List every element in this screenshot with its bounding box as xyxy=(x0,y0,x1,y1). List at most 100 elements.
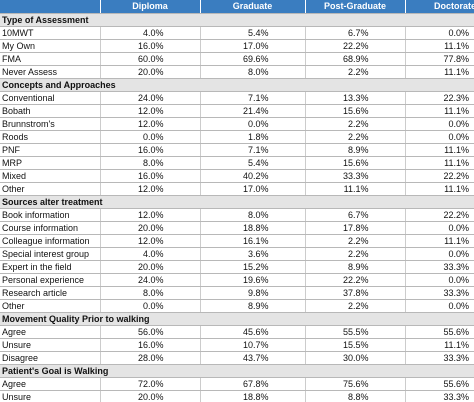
cell-value: 12.0% xyxy=(99,104,200,118)
cell-value: 0.0% xyxy=(199,117,305,131)
data-row: PNF 16.0% 7.1% 8.9% 11.1% xyxy=(0,143,474,157)
cell-value: 22.2% xyxy=(404,208,474,222)
cell-value: 22.2% xyxy=(404,169,474,183)
cell-value: 72.0% xyxy=(99,377,200,391)
cell-value: 8.0% xyxy=(199,208,305,222)
data-row: Conventional 24.0% 7.1% 13.3% 22.3% xyxy=(0,91,474,105)
cell-value: 16.0% xyxy=(99,143,200,157)
cell-value: 40.2% xyxy=(199,169,305,183)
data-row: Research article 8.0% 9.8% 37.8% 33.3% xyxy=(0,286,474,300)
cell-value: 15.5% xyxy=(304,338,405,352)
cell-value: 21.4% xyxy=(199,104,305,118)
row-label: Agree xyxy=(0,377,100,391)
cell-value: 13.3% xyxy=(304,91,405,105)
section-row: Type of Assessment xyxy=(0,13,474,27)
data-row: Bobath 12.0% 21.4% 15.6% 11.1% xyxy=(0,104,474,118)
cell-value: 0.0% xyxy=(404,299,474,313)
row-label: Other xyxy=(0,299,100,313)
cell-value: 11.1% xyxy=(404,104,474,118)
data-row: Course information 20.0% 18.8% 17.8% 0.0% xyxy=(0,221,474,235)
cell-value: 55.6% xyxy=(404,377,474,391)
cell-value: 30.0% xyxy=(304,351,405,365)
cell-value: 6.7% xyxy=(304,26,405,40)
cell-value: 2.2% xyxy=(304,299,405,313)
section-row: Movement Quality Prior to walking xyxy=(0,312,474,326)
cell-value: 18.8% xyxy=(199,390,305,402)
cell-value: 2.2% xyxy=(304,130,405,144)
cell-value: 55.6% xyxy=(404,325,474,339)
cell-value: 10.7% xyxy=(199,338,305,352)
cell-value: 24.0% xyxy=(99,273,200,287)
data-row: Unsure 20.0% 18.8% 8.8% 33.3% xyxy=(0,390,474,402)
cell-value: 16.0% xyxy=(99,338,200,352)
cell-value: 6.7% xyxy=(304,208,405,222)
data-row: Colleague information 12.0% 16.1% 2.2% 11.1% xyxy=(0,234,474,248)
column-header: Doctorate xyxy=(405,0,474,14)
data-row: My Own 16.0% 17.0% 22.2% 11.1% xyxy=(0,39,474,53)
row-label: Special interest group xyxy=(0,247,100,261)
section-title: Movement Quality Prior to walking xyxy=(0,312,474,326)
cell-value: 7.1% xyxy=(199,143,305,157)
cell-value: 22.3% xyxy=(404,91,474,105)
section-title: Type of Assessment xyxy=(0,13,474,27)
section-title: Patient's Goal is Walking xyxy=(0,364,474,378)
cell-value: 16.0% xyxy=(99,169,200,183)
data-row: FMA 60.0% 69.6% 68.9% 77.8% xyxy=(0,52,474,66)
cell-value: 33.3% xyxy=(404,390,474,402)
cell-value: 20.0% xyxy=(99,390,200,402)
cell-value: 17.0% xyxy=(199,39,305,53)
table-body: Type of Assessment 10MWT 4.0% 5.4% 6.7% 0.0% M… xyxy=(0,13,474,402)
row-label: My Own xyxy=(0,39,100,53)
cell-value: 2.2% xyxy=(304,65,405,79)
data-row: Never Assess 20.0% 8.0% 2.2% 11.1% xyxy=(0,65,474,79)
cell-value: 33.3% xyxy=(404,286,474,300)
cell-value: 8.0% xyxy=(99,156,200,170)
cell-value: 20.0% xyxy=(99,65,200,79)
cell-value: 69.6% xyxy=(199,52,305,66)
cell-value: 56.0% xyxy=(99,325,200,339)
cell-value: 17.0% xyxy=(199,182,305,196)
row-label: MRP xyxy=(0,156,100,170)
row-label: PNF xyxy=(0,143,100,157)
data-row: Disagree 28.0% 43.7% 30.0% 33.3% xyxy=(0,351,474,365)
cell-value: 22.2% xyxy=(304,39,405,53)
section-title: Sources alter treatment xyxy=(0,195,474,209)
row-label: Course information xyxy=(0,221,100,235)
cell-value: 1.8% xyxy=(199,130,305,144)
row-label: Agree xyxy=(0,325,100,339)
cell-value: 77.8% xyxy=(404,52,474,66)
data-row: Roods 0.0% 1.8% 2.2% 0.0% xyxy=(0,130,474,144)
row-label: Conventional xyxy=(0,91,100,105)
data-row: Agree 56.0% 45.6% 55.5% 55.6% xyxy=(0,325,474,339)
cell-value: 3.6% xyxy=(199,247,305,261)
cell-value: 11.1% xyxy=(404,39,474,53)
cell-value: 11.1% xyxy=(404,338,474,352)
cell-value: 67.8% xyxy=(199,377,305,391)
cell-value: 0.0% xyxy=(99,130,200,144)
cell-value: 8.0% xyxy=(99,286,200,300)
cell-value: 33.3% xyxy=(304,169,405,183)
cell-value: 15.2% xyxy=(199,260,305,274)
cell-value: 2.2% xyxy=(304,234,405,248)
cell-value: 8.9% xyxy=(304,260,405,274)
cell-value: 7.1% xyxy=(199,91,305,105)
row-label: Research article xyxy=(0,286,100,300)
cell-value: 15.6% xyxy=(304,104,405,118)
data-row: Mixed 16.0% 40.2% 33.3% 22.2% xyxy=(0,169,474,183)
row-label: Never Assess xyxy=(0,65,100,79)
cell-value: 8.9% xyxy=(304,143,405,157)
cell-value: 24.0% xyxy=(99,91,200,105)
cell-value: 4.0% xyxy=(99,247,200,261)
cell-value: 2.2% xyxy=(304,117,405,131)
row-label: Personal experience xyxy=(0,273,100,287)
cell-value: 33.3% xyxy=(404,351,474,365)
cell-value: 12.0% xyxy=(99,208,200,222)
cell-value: 33.3% xyxy=(404,260,474,274)
cell-value: 0.0% xyxy=(404,117,474,131)
row-label: Book information xyxy=(0,208,100,222)
cell-value: 12.0% xyxy=(99,234,200,248)
row-label: Unsure xyxy=(0,338,100,352)
cell-value: 11.1% xyxy=(404,182,474,196)
